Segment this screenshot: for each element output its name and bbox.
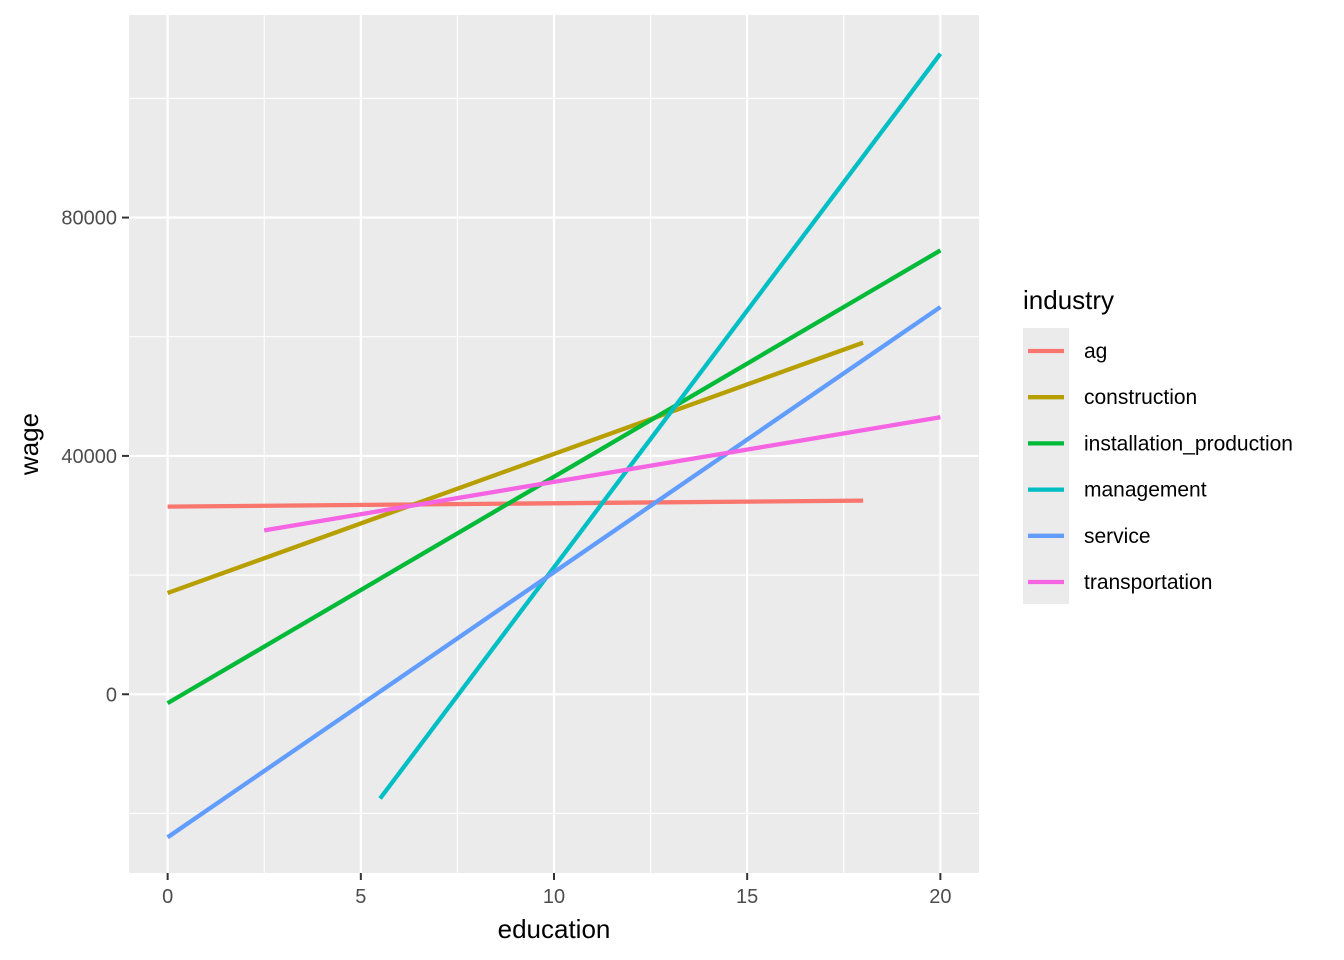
series-lines [166,52,943,840]
x-axis-title: education [498,914,611,944]
legend-label-installation_production: installation_production [1084,432,1293,455]
series-line-management [378,52,943,800]
y-tick-label: 0 [106,684,117,706]
legend-items: ag construction installation_productionman… [1028,340,1293,594]
legend-label-service: service [1084,525,1151,548]
series-line-service [166,305,942,840]
series-line-ag [167,498,864,509]
legend-label-management: management [1084,479,1207,502]
x-tick-label: 15 [736,886,758,908]
x-tick-label: 10 [543,886,565,908]
legend-label-transportation: transportation [1084,571,1212,594]
series-line-installation_production [166,248,942,706]
legend: industry ag construction installation_prod… [1023,285,1293,604]
y-axis-title: wage [14,413,44,476]
legend-title: industry [1023,285,1114,315]
x-tick-label: 20 [929,886,951,908]
x-tick-label: 0 [162,886,173,908]
series-line-construction [166,340,864,596]
y-tick-label: 80000 [61,208,117,230]
y-tick-label: 40000 [61,446,117,468]
y-axis: 0 40000 80000 [61,208,129,706]
legend-key-background [1023,328,1069,604]
x-tick-label: 5 [355,886,366,908]
x-axis: 0 5 10 15 20 [162,873,951,908]
legend-label-ag: ag [1084,340,1107,363]
legend-label-construction: construction [1084,386,1197,409]
series-line-transportation [263,415,941,533]
